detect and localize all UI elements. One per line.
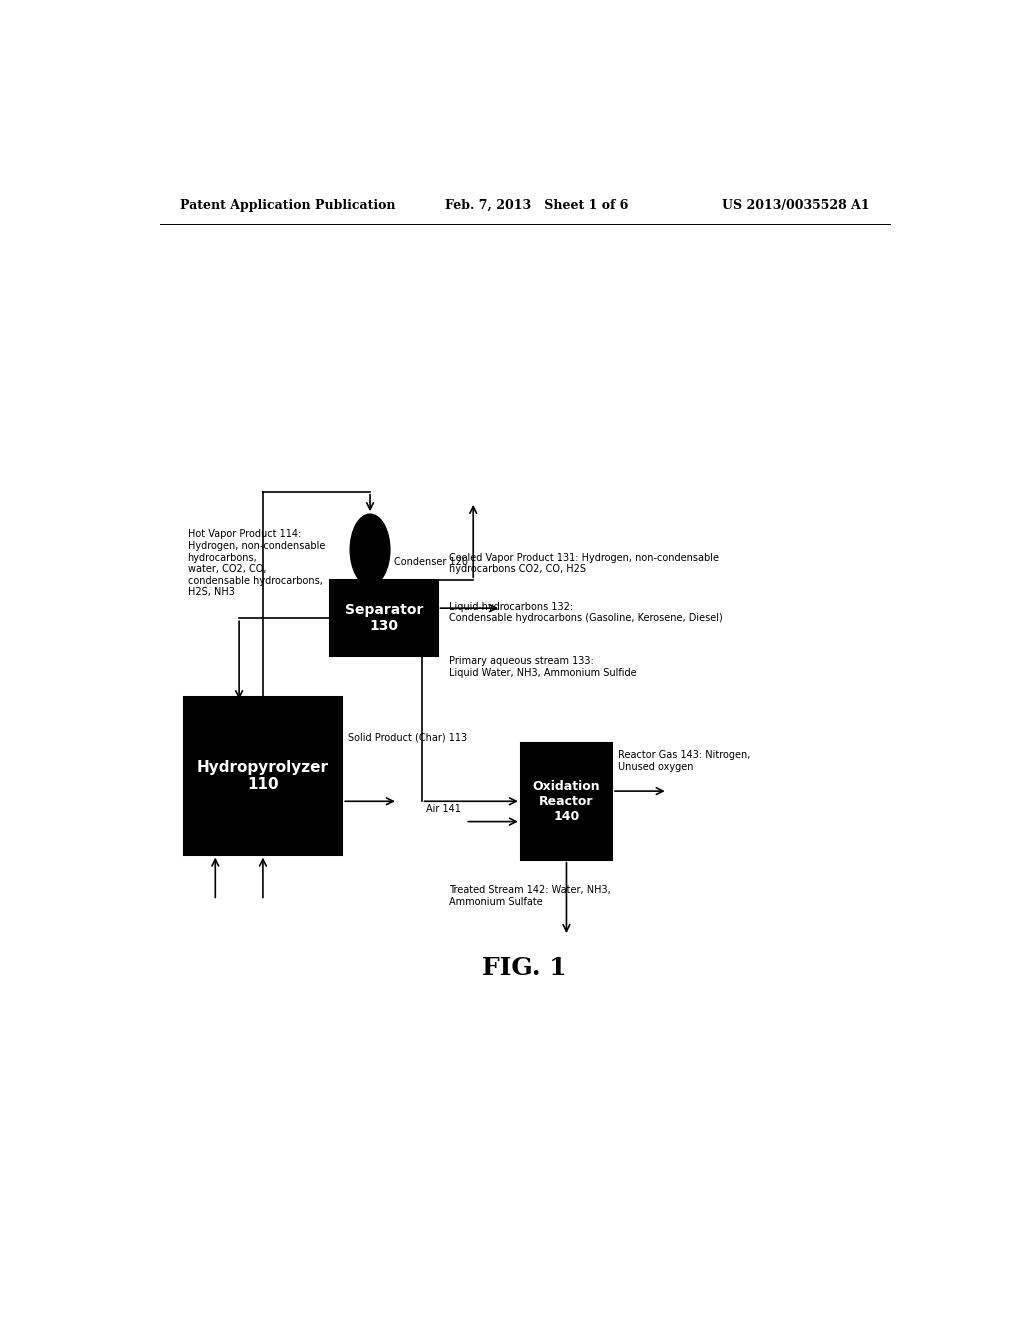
Bar xyxy=(183,697,342,854)
Text: Oxidation
Reactor
140: Oxidation Reactor 140 xyxy=(532,780,600,822)
Text: Primary aqueous stream 133:
Liquid Water, NH3, Ammonium Sulfide: Primary aqueous stream 133: Liquid Water… xyxy=(450,656,637,678)
Text: Patent Application Publication: Patent Application Publication xyxy=(179,199,395,213)
Bar xyxy=(331,581,437,656)
Bar xyxy=(521,743,612,859)
Text: Hydropyrolyzer
110: Hydropyrolyzer 110 xyxy=(197,760,329,792)
Text: Biomass 111: Biomass 111 xyxy=(194,814,256,824)
Text: Feb. 7, 2013   Sheet 1 of 6: Feb. 7, 2013 Sheet 1 of 6 xyxy=(445,199,629,213)
Text: FIG. 1: FIG. 1 xyxy=(482,956,567,981)
Text: Solid Product (Char) 113: Solid Product (Char) 113 xyxy=(348,733,467,743)
Ellipse shape xyxy=(350,515,390,585)
Text: Hydrogen 112: Hydrogen 112 xyxy=(251,840,319,849)
Text: Condenser 120: Condenser 120 xyxy=(394,557,468,566)
Text: Hot Vapor Product 114:
Hydrogen, non-condensable
hydrocarbons,
water, CO2, CO,
c: Hot Vapor Product 114: Hydrogen, non-con… xyxy=(187,529,325,598)
Text: Reactor Gas 143: Nitrogen,
Unused oxygen: Reactor Gas 143: Nitrogen, Unused oxygen xyxy=(618,750,751,772)
Text: Liquid hydrocarbons 132:
Condensable hydrocarbons (Gasoline, Kerosene, Diesel): Liquid hydrocarbons 132: Condensable hyd… xyxy=(450,602,723,623)
Text: Treated Stream 142: Water, NH3,
Ammonium Sulfate: Treated Stream 142: Water, NH3, Ammonium… xyxy=(450,886,611,907)
Text: US 2013/0035528 A1: US 2013/0035528 A1 xyxy=(722,199,870,213)
Text: Air 141: Air 141 xyxy=(426,804,461,814)
Text: Cooled Vapor Product 131: Hydrogen, non-condensable
hydrocarbons CO2, CO, H2S: Cooled Vapor Product 131: Hydrogen, non-… xyxy=(450,553,720,574)
Text: Separator
130: Separator 130 xyxy=(345,603,423,634)
